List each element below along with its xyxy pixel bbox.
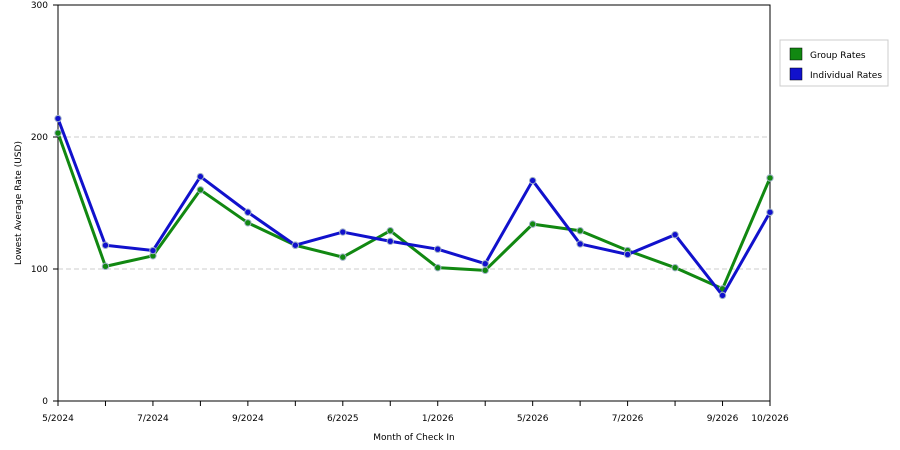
legend-label-group-rates: Group Rates <box>810 51 866 61</box>
data-point-group-rates-15 <box>766 174 774 182</box>
legend-label-individual-rates: Individual Rates <box>810 71 882 81</box>
y-tick-label-100: 100 <box>31 265 48 275</box>
data-point-group-rates-6 <box>339 253 347 261</box>
axes: 0 100 200 300 5/2024 7/2024 9/2024 6/2025 1/2026… <box>31 1 789 424</box>
series-line-group-rates <box>56 132 772 291</box>
y-axis-title: Lowest Average Rate (USD) <box>14 141 24 265</box>
x-tick-label-12: 7/2026 <box>612 414 644 424</box>
legend: Group Rates Individual Rates <box>779 39 889 87</box>
data-point-individual-rates-6 <box>339 228 347 236</box>
data-point-group-rates-10 <box>528 220 537 228</box>
data-point-individual-rates-15 <box>766 208 774 216</box>
x-tick-label-4: 9/2024 <box>232 414 264 424</box>
data-point-individual-rates-3 <box>196 172 205 181</box>
data-point-group-rates-7 <box>386 227 394 235</box>
x-tick-label-2: 7/2024 <box>137 414 169 424</box>
legend-swatch-group-rates <box>789 47 803 61</box>
y-tick-label-200: 200 <box>31 133 48 143</box>
data-point-group-rates-9 <box>481 266 489 275</box>
y-tick-label-300: 300 <box>31 1 48 11</box>
data-point-group-rates-8 <box>434 263 442 272</box>
x-tick-label-6: 6/2025 <box>327 414 359 424</box>
x-tick-label-15: 10/2026 <box>751 414 789 424</box>
data-point-individual-rates-11 <box>576 240 584 248</box>
series-individual-rates <box>54 114 774 300</box>
data-point-individual-rates-5 <box>291 241 300 249</box>
series-line-individual-rates <box>56 117 772 297</box>
data-point-individual-rates-4 <box>244 208 252 216</box>
data-point-group-rates-11 <box>576 227 584 235</box>
data-point-group-rates-1 <box>101 262 110 271</box>
data-point-individual-rates-13 <box>671 230 679 239</box>
plot-area <box>57 4 771 402</box>
data-point-individual-rates-9 <box>481 260 489 268</box>
x-tick-label-10: 5/2026 <box>517 414 549 424</box>
series <box>54 114 774 300</box>
x-tick-label-14: 9/2026 <box>707 414 739 424</box>
y-tick-label-0: 0 <box>42 397 48 407</box>
data-point-individual-rates-8 <box>434 245 442 253</box>
legend-box <box>779 39 889 87</box>
grid-lines <box>58 136 770 270</box>
data-point-individual-rates-14 <box>718 291 727 300</box>
legend-swatch-individual-rates <box>789 67 803 81</box>
data-point-individual-rates-7 <box>386 237 394 245</box>
data-point-group-rates-4 <box>244 219 252 227</box>
data-point-individual-rates-1 <box>101 241 110 249</box>
x-tick-label-8: 1/2026 <box>422 414 454 424</box>
series-group-rates <box>54 129 774 293</box>
data-point-individual-rates-12 <box>623 250 632 259</box>
data-point-group-rates-3 <box>196 186 205 194</box>
x-tick-label-0: 5/2024 <box>42 414 74 424</box>
data-point-individual-rates-0 <box>54 114 62 123</box>
data-point-group-rates-0 <box>54 129 62 137</box>
data-point-individual-rates-2 <box>149 246 157 255</box>
x-axis-title: Month of Check In <box>373 433 455 443</box>
data-point-group-rates-13 <box>671 263 679 272</box>
data-point-individual-rates-10 <box>528 176 537 185</box>
